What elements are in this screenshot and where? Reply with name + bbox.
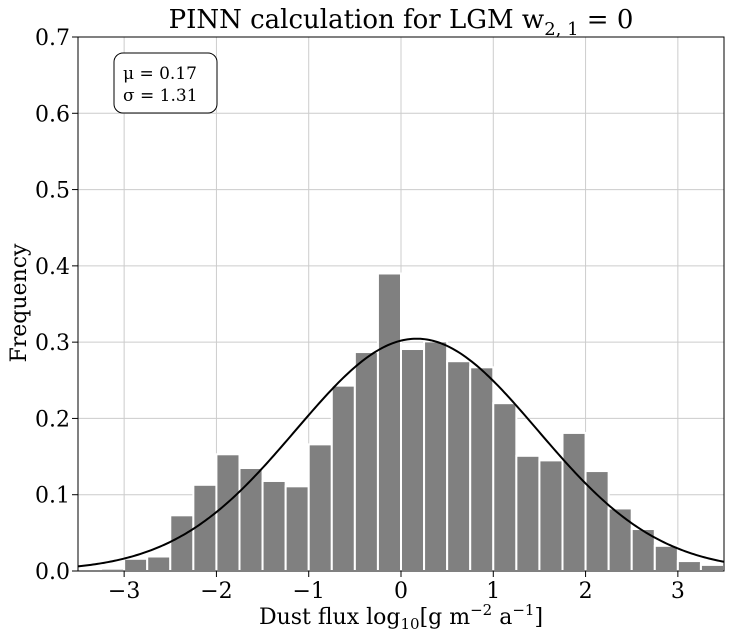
grid <box>78 36 724 572</box>
histogram-bar <box>215 453 241 573</box>
y-tick-label: 0.7 <box>35 26 70 51</box>
histogram-bar <box>423 340 449 572</box>
histogram-bar <box>353 351 379 572</box>
histogram-bar <box>607 507 633 572</box>
x-tick-label: −3 <box>108 579 140 604</box>
histogram-bar <box>238 467 264 572</box>
stats-annotation-box: μ = 0.17 σ = 1.31 <box>113 52 218 114</box>
y-tick-label: 0.4 <box>35 255 70 280</box>
histogram-bars <box>100 272 726 573</box>
y-axis-label: Frequency <box>7 243 32 363</box>
histogram-bar <box>123 557 149 573</box>
histogram-bar <box>146 555 172 573</box>
histogram-bar <box>284 485 310 572</box>
histogram-bar <box>515 454 541 572</box>
histogram-bar <box>400 348 426 572</box>
histogram-bar <box>699 563 726 573</box>
histogram-bar <box>376 272 402 572</box>
x-tick-label: 0 <box>394 579 408 604</box>
histogram-bar <box>330 384 356 572</box>
x-tick-label: −2 <box>200 579 232 604</box>
histogram-bar <box>469 366 495 572</box>
histogram-bar <box>261 479 287 572</box>
histogram-bar <box>561 431 587 572</box>
histogram-bar <box>538 459 564 572</box>
x-tick-label: 1 <box>486 579 500 604</box>
sigma-annotation: σ = 1.31 <box>123 86 198 106</box>
histogram-bar <box>446 360 472 573</box>
x-tick-label: 3 <box>671 579 685 604</box>
histogram-bar <box>492 402 518 572</box>
histogram-bar <box>676 560 702 573</box>
y-tick-label: 0.6 <box>35 102 70 127</box>
y-tick-label: 0.5 <box>35 179 70 204</box>
y-tick-label: 0.0 <box>35 560 70 585</box>
histogram-bar <box>653 544 679 573</box>
x-tick-label: −1 <box>292 579 324 604</box>
mu-annotation: μ = 0.17 <box>123 64 197 84</box>
histogram-bar <box>307 443 333 573</box>
histogram-bar <box>192 483 218 573</box>
normal-fit-curve <box>77 337 725 568</box>
y-tick-label: 0.2 <box>35 407 70 432</box>
y-tick-label: 0.3 <box>35 331 70 356</box>
x-tick-label: 2 <box>579 579 593 604</box>
chart-title: PINN calculation for LGM w2, 1 = 0 <box>169 5 634 40</box>
histogram-bar <box>169 514 195 572</box>
axis-ticks: −3 −2 −1 0 1 2 3 0.0 0.1 0.2 0.3 0.4 0.5 0.6 0.7 <box>35 26 685 604</box>
y-tick-label: 0.1 <box>35 484 70 509</box>
x-axis-label: Dust flux log10[g m−2 a−1] <box>259 601 543 633</box>
